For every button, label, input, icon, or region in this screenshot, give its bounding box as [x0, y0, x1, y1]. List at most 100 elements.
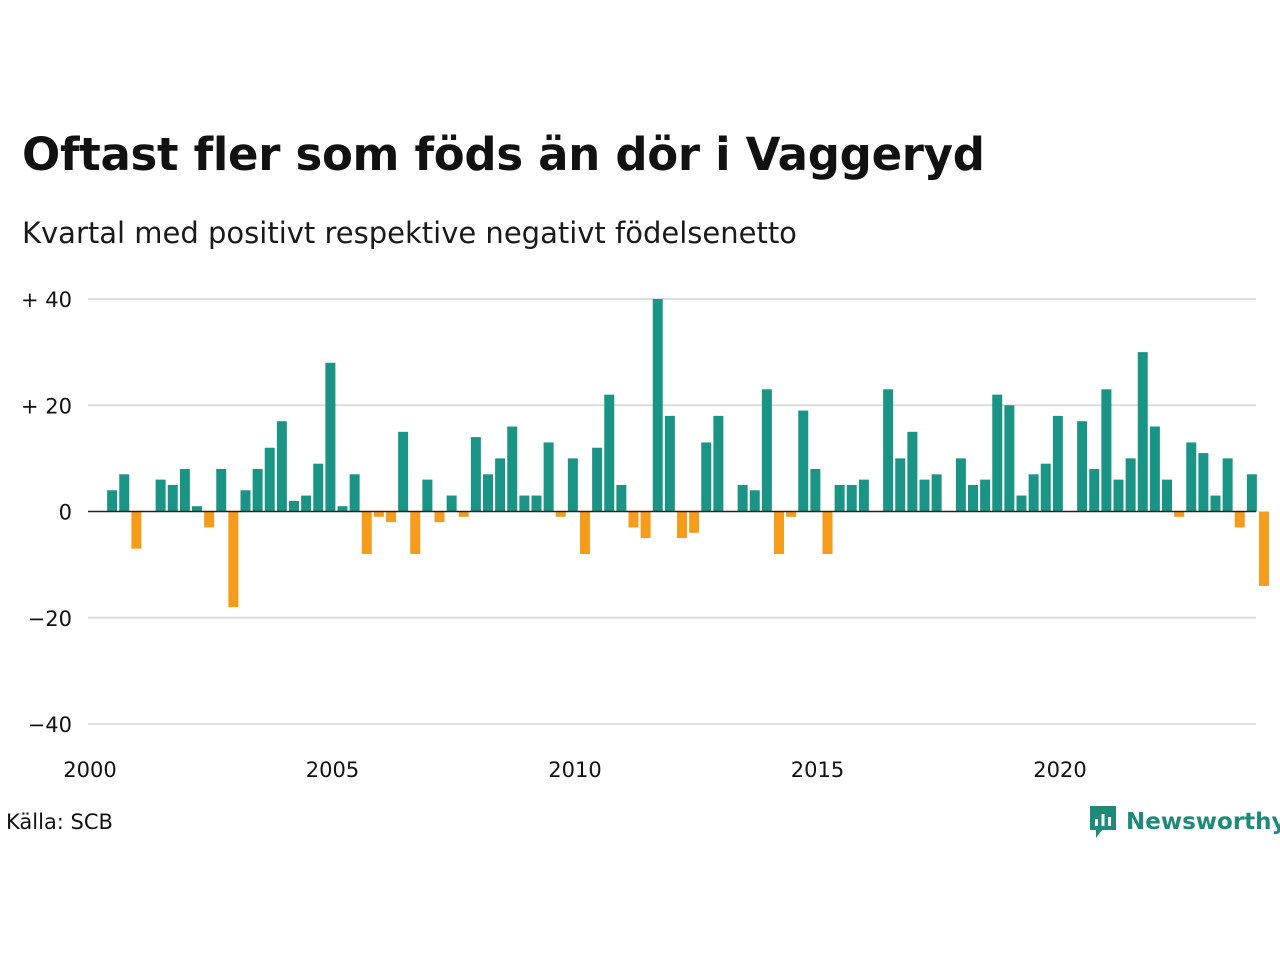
bar-2000-q2: [107, 490, 118, 512]
bar-2010-q2: [592, 447, 603, 512]
brand-name: Newsworthy: [1126, 809, 1280, 835]
bar-2006-q3: [410, 511, 421, 554]
y-tick-label: 0: [59, 501, 72, 525]
bar-2001-q3: [167, 484, 178, 512]
x-tick-label: 2005: [306, 758, 359, 782]
bar-2002-q1: [192, 506, 202, 512]
bar-2007-q1: [434, 511, 445, 523]
bar-2005-q3: [361, 511, 372, 554]
bar-2007-q3: [458, 511, 469, 517]
bar-2000-q3: [119, 474, 130, 512]
bar-2019-q1: [1016, 495, 1027, 512]
bar-2013-q2: [737, 484, 748, 512]
y-tick-label: + 20: [21, 394, 72, 418]
chart-title: Oftast fler som föds än dör i Vaggeryd: [22, 128, 985, 181]
bar-2008-q3: [507, 426, 518, 512]
bar-2002-q4: [228, 511, 239, 608]
bar-2003-q1: [240, 490, 251, 512]
bar-2004-q2: [301, 495, 312, 512]
bar-2003-q3: [264, 447, 275, 512]
bar-2012-q1: [677, 511, 687, 539]
bar-2008-q1: [483, 474, 493, 512]
bar-2002-q3: [216, 469, 227, 512]
bar-2015-q1: [822, 511, 833, 554]
bar-2006-q4: [422, 479, 433, 512]
bar-2022-q4: [1198, 453, 1209, 512]
bar-2005-q4: [373, 511, 384, 517]
bar-2016-q4: [907, 431, 918, 512]
bar-2004-q3: [313, 463, 324, 512]
bar-2013-q3: [749, 490, 760, 512]
bar-2001-q4: [179, 469, 190, 512]
bar-2006-q1: [386, 511, 396, 523]
bar-2013-q4: [761, 389, 772, 512]
bar-2015-q4: [858, 479, 869, 512]
bar-2022-q3: [1186, 442, 1197, 512]
source-note: Källa: SCB: [6, 810, 113, 834]
bar-2012-q4: [713, 415, 724, 512]
bar-2000-q4: [131, 511, 142, 549]
bar-2018-q4: [1004, 405, 1015, 512]
bar-2014-q3: [798, 410, 809, 512]
bar-2004-q4: [325, 362, 336, 512]
bar-2021-q3: [1137, 352, 1148, 512]
y-tick-label: −40: [28, 713, 72, 737]
bar-2019-q2: [1028, 474, 1039, 512]
bar-2002-q2: [204, 511, 215, 528]
y-tick-label: −20: [28, 607, 72, 631]
bar-2007-q4: [470, 437, 481, 512]
bar-2003-q4: [276, 421, 287, 512]
bar-2015-q3: [846, 484, 857, 512]
bar-2014-q4: [810, 469, 821, 512]
bar-2017-q2: [931, 474, 942, 512]
bar-2023-q2: [1222, 458, 1233, 512]
bar-2021-q4: [1149, 426, 1160, 512]
bar-2019-q3: [1040, 463, 1051, 512]
bar-2014-q2: [786, 511, 797, 517]
bar-2020-q4: [1101, 389, 1112, 512]
bar-2015-q2: [834, 484, 845, 512]
bar-2006-q2: [398, 431, 409, 512]
bar-2017-q1: [919, 479, 930, 512]
bar-2023-q1: [1210, 495, 1221, 512]
bar-2011-q2: [640, 511, 651, 539]
bar-2016-q2: [883, 389, 894, 512]
bar-2022-q2: [1174, 511, 1185, 517]
bar-2023-q4: [1246, 474, 1257, 512]
newsworthy-logo-icon: [1090, 806, 1116, 838]
bar-2010-q1: [580, 511, 590, 554]
bar-2011-q3: [652, 299, 663, 512]
bar-2008-q2: [495, 458, 506, 512]
bar-2023-q3: [1234, 511, 1245, 528]
bar-2007-q2: [446, 495, 457, 512]
bar-2021-q2: [1125, 458, 1136, 512]
bar-2001-q2: [155, 479, 166, 512]
bar-2009-q2: [543, 442, 554, 512]
bar-2008-q4: [519, 495, 530, 512]
bar-2018-q3: [992, 394, 1003, 512]
bar-2024-q1: [1259, 511, 1269, 586]
bar-2022-q1: [1162, 479, 1172, 512]
bar-2014-q1: [774, 511, 784, 554]
bar-chart: + 40 + 20 0 −20 −40 2000 2005 2010 2015 2020: [21, 288, 1269, 782]
bar-2011-q4: [664, 415, 675, 512]
bar-2005-q1: [337, 506, 348, 512]
bar-2003-q2: [252, 469, 263, 512]
bar-2009-q4: [567, 458, 578, 512]
bar-2021-q1: [1113, 479, 1124, 512]
x-tick-label: 2020: [1033, 758, 1086, 782]
y-tick-label: + 40: [21, 288, 72, 312]
gridlines: [88, 298, 1256, 725]
bar-2017-q4: [955, 458, 966, 512]
bar-2010-q4: [616, 484, 627, 512]
bar-2012-q3: [701, 442, 712, 512]
bar-2009-q1: [531, 495, 542, 512]
bar-2019-q4: [1052, 415, 1063, 512]
chart-subtitle: Kvartal med positivt respektive negativt…: [22, 216, 797, 250]
x-tick-label: 2000: [63, 758, 116, 782]
bar-2020-q2: [1077, 421, 1088, 512]
bar-2018-q2: [980, 479, 991, 512]
bar-2012-q2: [689, 511, 700, 533]
bar-2010-q3: [604, 394, 615, 512]
bar-2020-q3: [1089, 469, 1100, 512]
